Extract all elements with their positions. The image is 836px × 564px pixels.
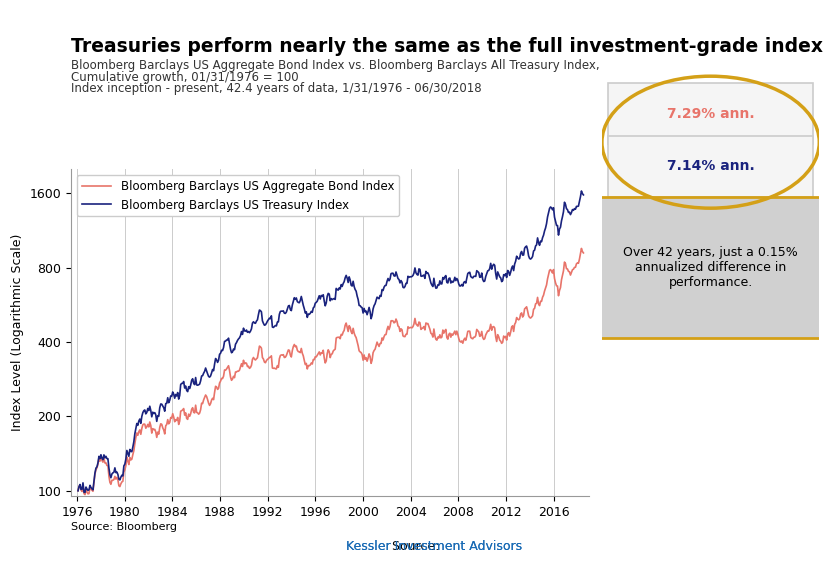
Line: Bloomberg Barclays US Treasury Index: Bloomberg Barclays US Treasury Index xyxy=(78,191,584,492)
Bloomberg Barclays US Treasury Index xyxy=(73,487,83,494)
FancyBboxPatch shape xyxy=(598,197,823,338)
Bloomberg Barclays US Treasury Index xyxy=(576,188,586,195)
Bloomberg Barclays US Treasury Index xyxy=(351,288,361,294)
Line: Bloomberg Barclays US Aggregate Bond Index: Bloomberg Barclays US Aggregate Bond Ind… xyxy=(78,248,584,495)
FancyBboxPatch shape xyxy=(609,83,813,144)
Bloomberg Barclays US Aggregate Bond Index xyxy=(476,332,486,339)
Text: Cumulative growth, 01/31/1976 = 100: Cumulative growth, 01/31/1976 = 100 xyxy=(71,70,298,83)
Bloomberg Barclays US Treasury Index xyxy=(110,465,120,472)
Text: Source: Bloomberg: Source: Bloomberg xyxy=(71,522,177,532)
Bloomberg Barclays US Aggregate Bond Index xyxy=(576,245,586,252)
Text: Source:: Source: xyxy=(392,540,444,553)
Bloomberg Barclays US Aggregate Bond Index xyxy=(413,323,423,329)
Bloomberg Barclays US Treasury Index xyxy=(579,192,589,199)
Text: Treasuries perform nearly the same as the full investment-grade index: Treasuries perform nearly the same as th… xyxy=(71,37,823,56)
Bloomberg Barclays US Aggregate Bond Index xyxy=(351,334,361,341)
Bloomberg Barclays US Treasury Index xyxy=(413,272,423,279)
Bloomberg Barclays US Aggregate Bond Index xyxy=(110,473,120,480)
FancyBboxPatch shape xyxy=(609,135,813,197)
Bloomberg Barclays US Aggregate Bond Index xyxy=(80,491,90,498)
Y-axis label: Index Level (Logarithmic Scale): Index Level (Logarithmic Scale) xyxy=(11,234,24,431)
Text: Over 42 years, just a 0.15%
annualized difference in
performance.: Over 42 years, just a 0.15% annualized d… xyxy=(623,246,798,289)
Bloomberg Barclays US Aggregate Bond Index xyxy=(288,343,298,350)
Bloomberg Barclays US Aggregate Bond Index xyxy=(73,487,83,494)
Text: 7.14% ann.: 7.14% ann. xyxy=(667,160,754,173)
Text: 7.29% ann.: 7.29% ann. xyxy=(667,107,754,121)
Text: Kessler Investment Advisors: Kessler Investment Advisors xyxy=(314,540,522,553)
Text: Index inception - present, 42.4 years of data, 1/31/1976 - 06/30/2018: Index inception - present, 42.4 years of… xyxy=(71,82,482,95)
Bloomberg Barclays US Treasury Index xyxy=(476,274,486,280)
Bloomberg Barclays US Treasury Index xyxy=(327,296,337,303)
Bloomberg Barclays US Treasury Index xyxy=(80,489,90,496)
Bloomberg Barclays US Aggregate Bond Index xyxy=(579,249,589,256)
Text: Bloomberg Barclays US Aggregate Bond Index vs. Bloomberg Barclays All Treasury I: Bloomberg Barclays US Aggregate Bond Ind… xyxy=(71,59,599,72)
Bloomberg Barclays US Aggregate Bond Index xyxy=(327,350,337,357)
Legend: Bloomberg Barclays US Aggregate Bond Index, Bloomberg Barclays US Treasury Index: Bloomberg Barclays US Aggregate Bond Ind… xyxy=(77,175,399,217)
Text: Kessler Investment Advisors: Kessler Investment Advisors xyxy=(314,540,522,553)
Bloomberg Barclays US Treasury Index xyxy=(288,298,298,305)
